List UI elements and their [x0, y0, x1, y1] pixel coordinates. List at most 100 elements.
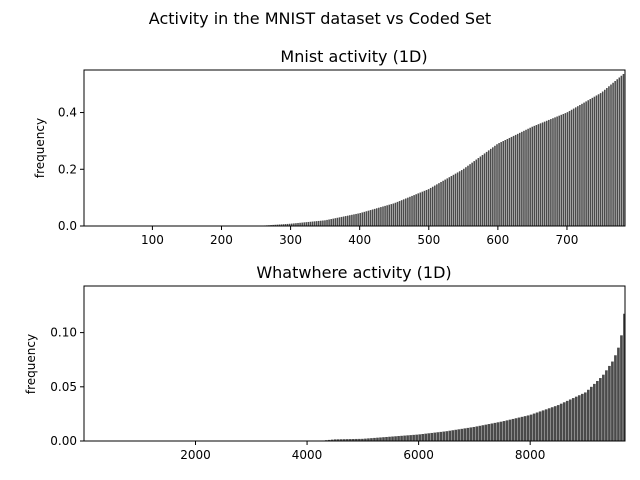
mnist-bar [581, 103, 583, 226]
mnist-bar [407, 197, 409, 226]
mnist-bar [521, 131, 523, 226]
mnist-bar [452, 174, 455, 226]
whatwhere-bar [577, 395, 581, 441]
whatwhere-bar [430, 432, 434, 441]
whatwhere-bar [553, 406, 557, 441]
mnist-bar [456, 172, 459, 226]
mnist-activity-panel: Mnist activity (1D) frequency 0.00.20.4 … [33, 47, 626, 247]
mnist-bar [413, 195, 415, 226]
whatwhere-panel-title: Whatwhere activity (1D) [256, 263, 451, 282]
mnist-bar [554, 117, 556, 226]
whatwhere-bar [556, 405, 560, 441]
mnist-bar [411, 195, 413, 226]
mnist-bar [351, 214, 353, 226]
mnist-bar [469, 164, 471, 226]
mnist-bar [562, 113, 565, 226]
mnist-bar [620, 75, 623, 226]
whatwhere-x-tick-label: 8000 [515, 448, 546, 462]
whatwhere-bar [382, 437, 385, 441]
mnist-bar [398, 201, 401, 226]
mnist-bar [438, 183, 440, 226]
mnist-bar [344, 216, 347, 226]
whatwhere-bar [469, 427, 473, 441]
whatwhere-bar [574, 396, 578, 441]
whatwhere-bar [565, 400, 569, 441]
mnist-bar [496, 144, 498, 226]
mnist-x-tick-label: 200 [210, 233, 233, 247]
whatwhere-bar [409, 435, 412, 441]
whatwhere-bar [370, 438, 373, 441]
mnist-x-tick-label: 600 [486, 233, 509, 247]
whatwhere-y-ticks: 0.00 0.05 0.10 [50, 326, 84, 448]
whatwhere-bar [475, 426, 479, 441]
mnist-bar [556, 116, 558, 226]
whatwhere-bar [478, 425, 482, 441]
whatwhere-bar [376, 437, 379, 441]
whatwhere-bar [466, 427, 470, 441]
whatwhere-bar [330, 439, 334, 441]
whatwhere-bar [379, 437, 382, 441]
mnist-bar [587, 100, 589, 226]
mnist-bar [593, 96, 596, 226]
whatwhere-bar [620, 335, 623, 441]
mnist-bar [390, 204, 393, 226]
whatwhere-bar [611, 361, 614, 441]
whatwhere-bar [336, 439, 340, 441]
whatwhere-bar [614, 355, 617, 441]
whatwhere-bar [559, 403, 563, 441]
mnist-bar [286, 223, 289, 226]
whatwhere-bar [490, 423, 494, 441]
whatwhere-bar [590, 386, 593, 441]
whatwhere-bar [427, 433, 430, 441]
mnist-bar [583, 102, 585, 226]
mnist-y-tick-label: 0.4 [58, 106, 77, 120]
whatwhere-bar [520, 416, 524, 441]
mnist-bar [307, 221, 310, 226]
whatwhere-bar [571, 398, 575, 441]
mnist-bar [506, 138, 509, 226]
mnist-y-axis-label: frequency [33, 118, 47, 178]
mnist-y-tick-label: 0.2 [58, 162, 77, 176]
mnist-bar [606, 88, 608, 227]
mnist-bar [363, 211, 366, 226]
mnist-bar [378, 207, 380, 226]
mnist-bar [564, 113, 567, 226]
mnist-bar [367, 210, 370, 226]
mnist-bar [444, 179, 446, 226]
whatwhere-bar [535, 412, 539, 441]
mnist-bar [340, 216, 343, 226]
mnist-bar [475, 159, 478, 226]
whatwhere-bar [403, 435, 406, 441]
mnist-bar [402, 199, 405, 226]
mnist-bar [415, 194, 417, 226]
whatwhere-bar [517, 417, 521, 441]
whatwhere-bar [463, 428, 467, 441]
whatwhere-bar [508, 419, 512, 441]
mnist-bar [485, 151, 488, 226]
mnist-bar [284, 224, 287, 226]
whatwhere-bar [451, 430, 455, 441]
whatwhere-bar [400, 435, 403, 441]
mnist-bar [558, 115, 560, 226]
mnist-bar [361, 212, 364, 226]
mnist-bar [489, 148, 492, 226]
mnist-bar [622, 74, 625, 226]
whatwhere-bar [436, 432, 440, 441]
mnist-x-tick-label: 100 [141, 233, 164, 247]
whatwhere-bar [599, 378, 602, 441]
mnist-bar [467, 165, 469, 226]
mnist-bar [299, 222, 301, 226]
whatwhere-bar [541, 410, 545, 441]
mnist-bar [375, 208, 378, 226]
mnist-bar [473, 161, 475, 226]
mnist-bar [293, 223, 295, 226]
whatwhere-bar [605, 370, 608, 441]
mnist-bar [384, 205, 386, 226]
mnist-y-ticks: 0.0 0.2 0.4 [58, 106, 84, 233]
mnist-bar [481, 154, 484, 226]
mnist-bar [514, 134, 517, 226]
mnist-bar [545, 120, 548, 226]
whatwhere-bar [454, 429, 458, 441]
mnist-bar [448, 177, 451, 226]
mnist-bar [291, 223, 293, 226]
